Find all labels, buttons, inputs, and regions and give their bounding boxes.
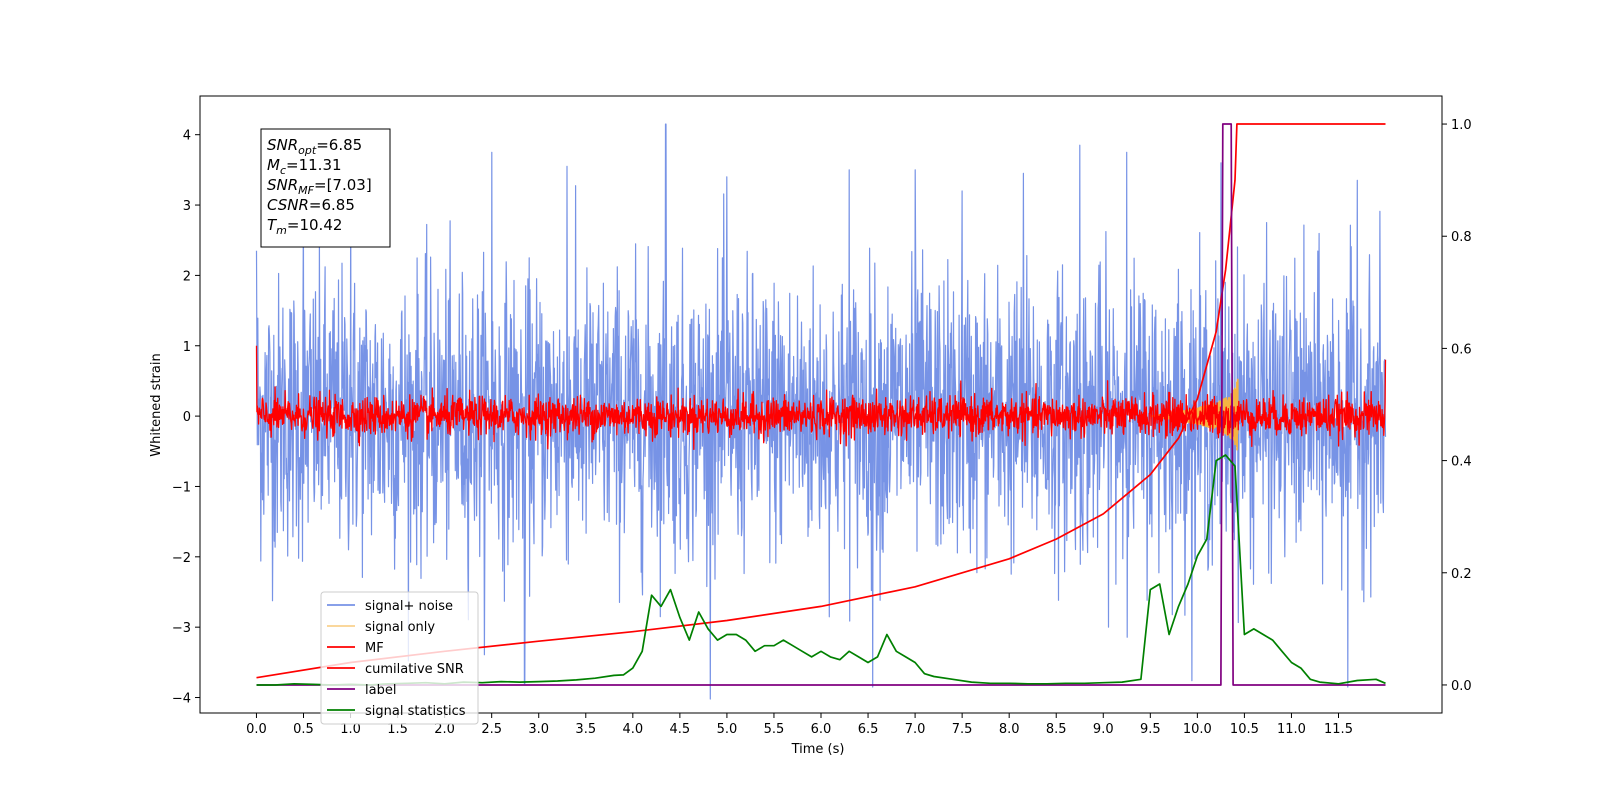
y-right-tick-label: 0.6 <box>1451 342 1472 357</box>
legend-frame <box>320 591 479 725</box>
y-left-tick-label: 4 <box>183 129 191 144</box>
x-tick-label: 0.5 <box>293 722 314 737</box>
series-layer <box>255 123 1387 700</box>
stats-line: SNRMF=[7.03] <box>267 176 372 197</box>
x-tick-label: 8.0 <box>999 722 1020 737</box>
y-right-tick-label: 0.8 <box>1451 230 1472 245</box>
stats-line-value: =[7.03] <box>314 176 372 194</box>
x-tick-label: 4.0 <box>622 722 643 737</box>
x-tick-label: 7.5 <box>952 722 973 737</box>
stats-line: CSNR=6.85 <box>267 196 355 214</box>
stats-line-subscript: MF <box>298 184 314 197</box>
x-axis: 0.0 0.5 1.0 1.5 2.0 2.5 3.0 3.5 4.0 4.5 5.0 5.5 6.0 6… <box>246 713 1353 737</box>
stats-line-name: CSNR <box>267 196 309 214</box>
x-tick-label: 8.5 <box>1046 722 1067 737</box>
y-right-tick-label: 0.4 <box>1451 455 1472 470</box>
series-line-2 <box>255 345 1387 451</box>
stats-line-value: =11.31 <box>286 156 342 174</box>
stats-line-value: =10.42 <box>287 216 343 234</box>
stats-line: Mc=11.31 <box>267 156 342 177</box>
stats-line-value: =6.85 <box>316 136 362 154</box>
x-tick-label: 10.0 <box>1183 722 1212 737</box>
y-left-tick-label: −2 <box>172 551 191 566</box>
y-right-tick-label: 0.0 <box>1451 679 1472 694</box>
x-tick-label: 2.0 <box>434 722 455 737</box>
x-tick-label: 5.0 <box>717 722 738 737</box>
stats-line: SNRopt=6.85 <box>267 136 362 157</box>
series-line-4 <box>256 123 1386 686</box>
y-axis-right: 1.0 0.8 0.6 0.4 0.2 0.0 <box>1442 118 1472 694</box>
x-tick-label: 3.0 <box>528 722 549 737</box>
y-right-tick-label: 1.0 <box>1451 118 1472 133</box>
x-tick-label: 0.0 <box>246 722 267 737</box>
x-tick-label: 6.0 <box>811 722 832 737</box>
x-tick-label: 5.5 <box>764 722 785 737</box>
stats-box: SNRopt=6.85Mc=11.31SNRMF=[7.03]CSNR=6.85… <box>260 128 391 248</box>
x-tick-label: 6.5 <box>858 722 879 737</box>
legend-label-5: signal statistics <box>365 704 466 719</box>
stats-box-frame <box>260 128 391 248</box>
legend: signal+ noise signal only MF cumilative SNR… <box>320 591 479 725</box>
legend-label-1: signal only <box>365 620 435 635</box>
y-axis-label: Whitened strain <box>149 353 164 456</box>
y-left-tick-label: −3 <box>172 621 191 636</box>
x-tick-label: 11.0 <box>1277 722 1306 737</box>
stats-line-subscript: c <box>280 164 286 177</box>
series-line-0 <box>255 123 1387 700</box>
x-tick-label: 9.0 <box>1093 722 1114 737</box>
y-left-tick-label: −1 <box>172 480 191 495</box>
stats-line-name: SNR <box>267 176 298 194</box>
y-left-tick-label: −4 <box>172 692 191 707</box>
stats-line-subscript: opt <box>298 144 317 157</box>
y-left-tick-label: 3 <box>183 199 191 214</box>
series-line-3 <box>256 123 1386 679</box>
legend-label-2: MF <box>365 641 384 656</box>
x-tick-label: 7.0 <box>905 722 926 737</box>
x-tick-label: 10.5 <box>1230 722 1259 737</box>
x-tick-label: 1.5 <box>387 722 408 737</box>
y-left-tick-label: 0 <box>183 410 191 425</box>
x-tick-label: 1.0 <box>340 722 361 737</box>
stats-line-name: T <box>267 216 278 234</box>
legend-label-3: cumilative SNR <box>365 662 464 677</box>
x-axis-label: Time (s) <box>791 742 845 757</box>
y-left-tick-label: 2 <box>183 269 191 284</box>
x-tick-label: 9.5 <box>1140 722 1161 737</box>
y-right-tick-label: 0.2 <box>1451 567 1472 582</box>
series-line-5 <box>256 454 1386 686</box>
x-tick-label: 3.5 <box>575 722 596 737</box>
stats-line: Tm=10.42 <box>267 216 342 237</box>
stats-line-value: =6.85 <box>309 196 355 214</box>
stats-line-name: M <box>267 156 280 174</box>
legend-label-0: signal+ noise <box>365 599 453 614</box>
legend-label-4: label <box>365 683 396 698</box>
stats-line-name: SNR <box>267 136 298 154</box>
x-tick-label: 2.5 <box>481 722 502 737</box>
y-left-tick-label: 1 <box>183 340 191 355</box>
y-axis-left: 4 3 2 1 0 −1 −2 −3 −4 <box>172 129 200 707</box>
x-tick-label: 4.5 <box>670 722 691 737</box>
stats-line-subscript: m <box>276 224 287 237</box>
x-tick-label: 11.5 <box>1324 722 1353 737</box>
